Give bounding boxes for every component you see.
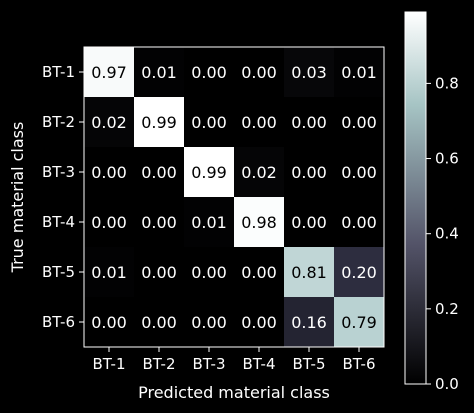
colorbar-axis: 0.0 0.2 0.4 0.6 0.8 [426, 74, 459, 393]
heatmap-cell [284, 97, 334, 147]
cell-value-label: 0.99 [191, 163, 227, 182]
cell-value-label: 0.01 [141, 63, 177, 82]
cell-value-label: 0.00 [341, 163, 377, 182]
cell-value-label: 0.00 [191, 313, 227, 332]
heatmap-cell [184, 247, 234, 297]
heatmap-cell [334, 247, 384, 297]
heatmap-cell [234, 197, 284, 247]
heatmap-cell [234, 47, 284, 97]
heatmap-cell [184, 197, 234, 247]
cell-value-label: 0.00 [91, 213, 127, 232]
heatmap-cell [284, 197, 334, 247]
heatmap-cell [134, 247, 184, 297]
heatmap-cell [84, 297, 134, 347]
cell-value-label: 0.00 [141, 313, 177, 332]
colorbar-tick-label: 0.4 [435, 225, 459, 243]
cell-value-label: 0.00 [191, 113, 227, 132]
x-axis-label: Predicted material class [138, 383, 330, 402]
cell-value-label: 0.00 [141, 163, 177, 182]
heatmap-cell [184, 97, 234, 147]
heatmap-cell [334, 197, 384, 247]
cell-value-label: 0.02 [91, 113, 127, 132]
cell-value-label: 0.79 [341, 313, 377, 332]
heatmap-cell [284, 297, 334, 347]
x-tick-label: BT-2 [142, 355, 175, 373]
y-tick-label: BT-4 [42, 213, 75, 231]
cell-value-label: 0.01 [91, 263, 127, 282]
heatmap-cell [334, 97, 384, 147]
cell-value-label: 0.00 [291, 113, 327, 132]
cell-value-label: 0.00 [241, 263, 277, 282]
cell-value-label: 0.20 [341, 263, 377, 282]
colorbar-tick-label: 0.0 [435, 375, 459, 393]
y-tick-label: BT-3 [42, 163, 75, 181]
heatmap-cell [234, 97, 284, 147]
y-tick-label: BT-2 [42, 113, 75, 131]
heatmap-cell [84, 247, 134, 297]
heatmap-cell [134, 197, 184, 247]
heatmap-cell [234, 247, 284, 297]
heatmap-cell [334, 297, 384, 347]
cell-value-label: 0.99 [141, 113, 177, 132]
heatmap-cells [84, 47, 384, 347]
cell-value-label: 0.03 [291, 63, 327, 82]
cell-value-label: 0.01 [191, 213, 227, 232]
y-axis-label: True material class [8, 122, 27, 274]
cell-value-label: 0.00 [241, 313, 277, 332]
cell-value-label: 0.81 [291, 263, 327, 282]
x-tick-label: BT-3 [192, 355, 225, 373]
cell-value-label: 0.00 [341, 113, 377, 132]
cell-value-label: 0.00 [141, 263, 177, 282]
y-axis: BT-1 BT-2 BT-3 BT-4 BT-5 BT-6 [42, 63, 84, 331]
cell-value-label: 0.97 [91, 63, 127, 82]
heatmap-cell-labels: 0.97 0.01 0.00 0.00 0.03 0.01 0.02 0.99 0.00 0.00… [91, 63, 377, 332]
cell-value-label: 0.00 [191, 63, 227, 82]
heatmap-cell [184, 47, 234, 97]
colorbar-tick-label: 0.2 [435, 300, 459, 318]
cell-value-label: 0.00 [341, 213, 377, 232]
cell-value-label: 0.00 [91, 313, 127, 332]
y-tick-label: BT-6 [42, 313, 75, 331]
heatmap-cell [234, 297, 284, 347]
heatmap-cell [84, 147, 134, 197]
heatmap-cell [284, 147, 334, 197]
heatmap-cell [84, 47, 134, 97]
x-tick-label: BT-6 [342, 355, 375, 373]
cell-value-label: 0.02 [241, 163, 277, 182]
y-tick-label: BT-1 [42, 63, 75, 81]
heatmap-cell [184, 147, 234, 197]
y-tick-label: BT-5 [42, 263, 75, 281]
cell-value-label: 0.00 [191, 263, 227, 282]
x-tick-label: BT-5 [292, 355, 325, 373]
x-axis: BT-1 BT-2 BT-3 BT-4 BT-5 BT-6 [92, 347, 376, 373]
colorbar-tick-label: 0.6 [435, 150, 459, 168]
cell-value-label: 0.00 [291, 163, 327, 182]
heatmap-cell [84, 97, 134, 147]
cell-value-label: 0.00 [241, 63, 277, 82]
x-tick-label: BT-1 [92, 355, 125, 373]
heatmap-cell [134, 97, 184, 147]
colorbar-tick-label: 0.8 [435, 74, 459, 92]
heatmap-cell [134, 297, 184, 347]
cell-value-label: 0.00 [91, 163, 127, 182]
cell-value-label: 0.16 [291, 313, 327, 332]
heatmap-cell [234, 147, 284, 197]
heatmap-cell [334, 147, 384, 197]
heatmap-cell [284, 47, 334, 97]
heatmap-cell [134, 147, 184, 197]
cell-value-label: 0.00 [291, 213, 327, 232]
plot-frame [83, 46, 385, 348]
cell-value-label: 0.98 [241, 213, 277, 232]
cell-value-label: 0.01 [341, 63, 377, 82]
heatmap-cell [184, 297, 234, 347]
x-tick-label: BT-4 [242, 355, 275, 373]
heatmap-cell [334, 47, 384, 97]
heatmap-cell [284, 247, 334, 297]
cell-value-label: 0.00 [141, 213, 177, 232]
cell-value-label: 0.00 [241, 113, 277, 132]
heatmap-cell [134, 47, 184, 97]
colorbar [404, 11, 427, 385]
heatmap-cell [84, 197, 134, 247]
